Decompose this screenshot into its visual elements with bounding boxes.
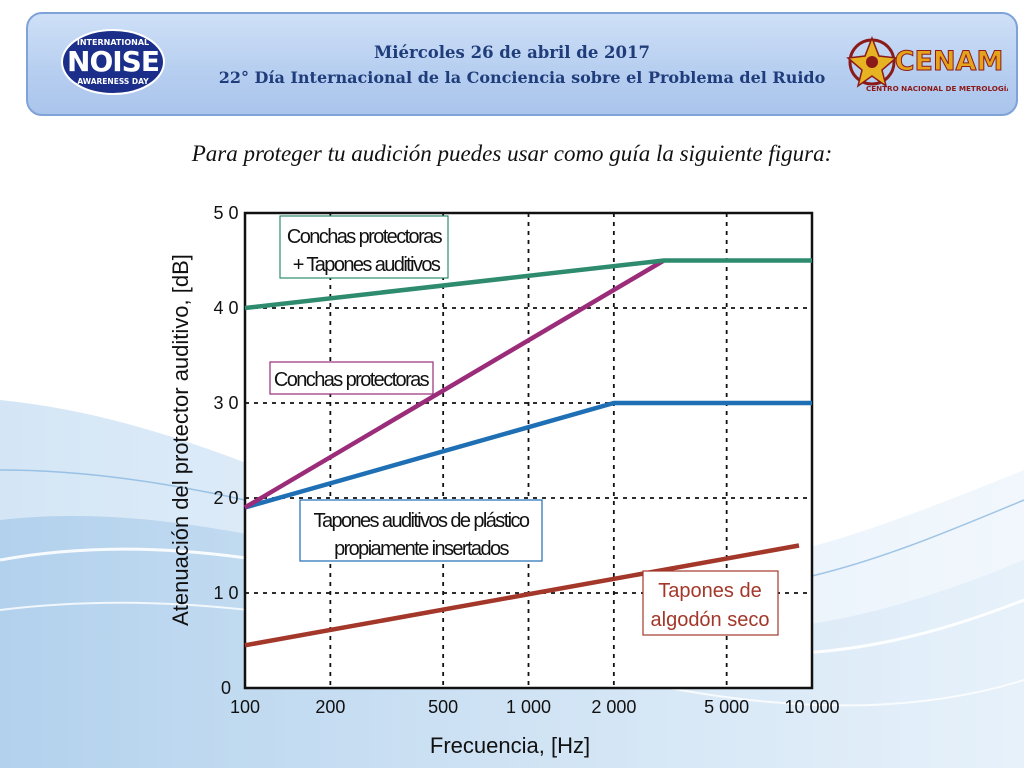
series-line-tapones-algodon [244, 543, 800, 648]
x-tick-label: 10 000 [784, 697, 839, 717]
annotation-line: Conchas protectoras [274, 369, 430, 391]
annotation-line: Conchas protectoras [287, 226, 443, 248]
x-tick-labels: 100 200 500 1 000 2 000 5 000 10 000 [230, 697, 840, 717]
x-tick-label: 2 000 [591, 697, 636, 717]
annotation-tapones-plastico: Tapones auditivos de plástico propiament… [299, 499, 543, 562]
international-noise-awareness-day-logo: INTERNATIONAL NOISE AWARENESS DAY [61, 29, 165, 95]
annotation-line: propiamente insertados [334, 538, 509, 560]
cenam-subtext: CENTRO NACIONAL DE METROLOGÍA [866, 84, 1008, 93]
y-tick-label: 1 0 [213, 583, 238, 603]
annotation-line: algodón seco [651, 609, 770, 631]
annotation-line: + Tapones auditivos [293, 254, 441, 276]
annotation-box [642, 570, 779, 636]
series-line-tapones-plastico [244, 400, 812, 510]
x-tick-label: 200 [315, 697, 345, 717]
series-line-conchas-mas-tapones [244, 258, 812, 311]
cenam-text: CENAM [895, 46, 1004, 77]
annotation-box [299, 499, 543, 562]
series-line-conchas [243, 258, 665, 510]
annotation-tapones-algodon: Tapones de algodón seco [642, 570, 779, 636]
x-axis-title: Frecuencia, [Hz] [430, 733, 590, 758]
cenam-emblem-icon [846, 35, 898, 88]
x-tick-label: 1 000 [506, 697, 551, 717]
logo-text-top: INTERNATIONAL [77, 38, 149, 47]
y-tick-label: 3 0 [213, 393, 238, 413]
x-tick-label: 500 [428, 697, 458, 717]
logo-text-main: NOISE [67, 45, 159, 78]
y-tick-label: 4 0 [213, 298, 238, 318]
annotation-conchas-mas-tapones: Conchas protectoras + Tapones auditivos [279, 215, 449, 279]
series-layer [243, 258, 812, 648]
annotation-box [269, 361, 434, 395]
header-event-title: 22° Día Internacional de la Conciencia s… [218, 68, 826, 87]
plot-frame [243, 211, 814, 690]
cenam-logo: CENAM CENTRO NACIONAL DE METROLOGÍA [846, 35, 1008, 93]
header-date: Miércoles 26 de abril de 2017 [374, 43, 650, 62]
logo-oval [61, 29, 165, 95]
figure-caption: Para proteger tu audición puedes usar co… [191, 141, 833, 166]
y-tick-label: 0 [221, 678, 231, 698]
y-tick-label: 5 0 [213, 203, 238, 223]
x-tick-label: 100 [230, 697, 260, 717]
header-banner [26, 12, 1018, 116]
x-tick-label: 5 000 [704, 697, 749, 717]
annotation-line: Tapones de [658, 580, 761, 602]
y-tick-label: 2 0 [213, 488, 238, 508]
logo-text-bottom: AWARENESS DAY [77, 77, 149, 86]
y-tick-labels: 0 1 0 2 0 3 0 4 0 5 0 [213, 203, 238, 698]
annotation-line: Tapones auditivos de plástico [314, 510, 530, 532]
annotation-box [279, 215, 449, 279]
annotation-conchas: Conchas protectoras [269, 361, 434, 395]
y-axis-title: Atenuación del protector auditivo, [dB] [168, 254, 193, 626]
